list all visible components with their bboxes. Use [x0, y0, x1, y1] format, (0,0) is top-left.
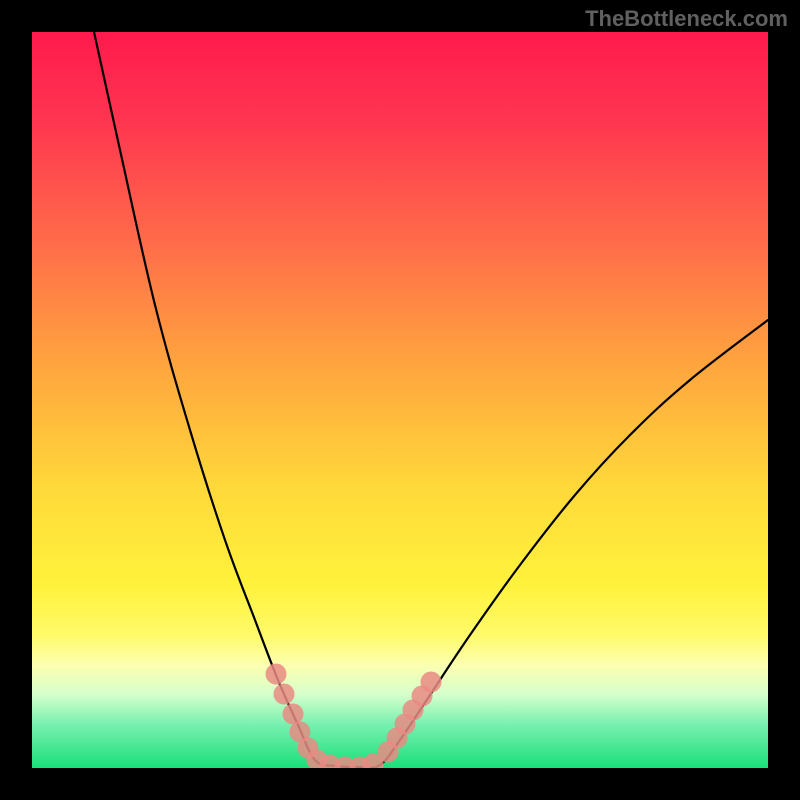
gradient-background	[32, 32, 768, 768]
chart-svg	[0, 0, 800, 800]
cluster-dot	[283, 704, 304, 725]
watermark-text: TheBottleneck.com	[585, 6, 788, 32]
cluster-dot	[266, 664, 287, 685]
cluster-dot	[274, 684, 295, 705]
cluster-dot	[421, 672, 442, 693]
